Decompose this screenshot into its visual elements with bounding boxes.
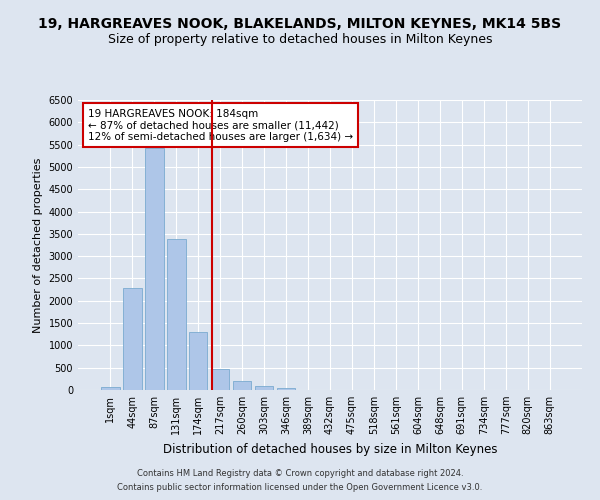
Text: Size of property relative to detached houses in Milton Keynes: Size of property relative to detached ho… [108, 32, 492, 46]
Bar [189, 332, 208, 390]
Bar [255, 386, 274, 390]
Text: Contains HM Land Registry data © Crown copyright and database right 2024.: Contains HM Land Registry data © Crown c… [137, 468, 463, 477]
Y-axis label: Number of detached properties: Number of detached properties [33, 158, 43, 332]
X-axis label: Distribution of detached houses by size in Milton Keynes: Distribution of detached houses by size … [163, 442, 497, 456]
Text: Contains public sector information licensed under the Open Government Licence v3: Contains public sector information licen… [118, 484, 482, 492]
Bar [145, 148, 164, 390]
Bar [101, 387, 119, 390]
Bar [233, 380, 251, 390]
Bar [123, 288, 142, 390]
Bar [277, 388, 295, 390]
Text: 19 HARGREAVES NOOK: 184sqm
← 87% of detached houses are smaller (11,442)
12% of : 19 HARGREAVES NOOK: 184sqm ← 87% of deta… [88, 108, 353, 142]
Bar [211, 369, 229, 390]
Bar [167, 239, 185, 390]
Text: 19, HARGREAVES NOOK, BLAKELANDS, MILTON KEYNES, MK14 5BS: 19, HARGREAVES NOOK, BLAKELANDS, MILTON … [38, 18, 562, 32]
